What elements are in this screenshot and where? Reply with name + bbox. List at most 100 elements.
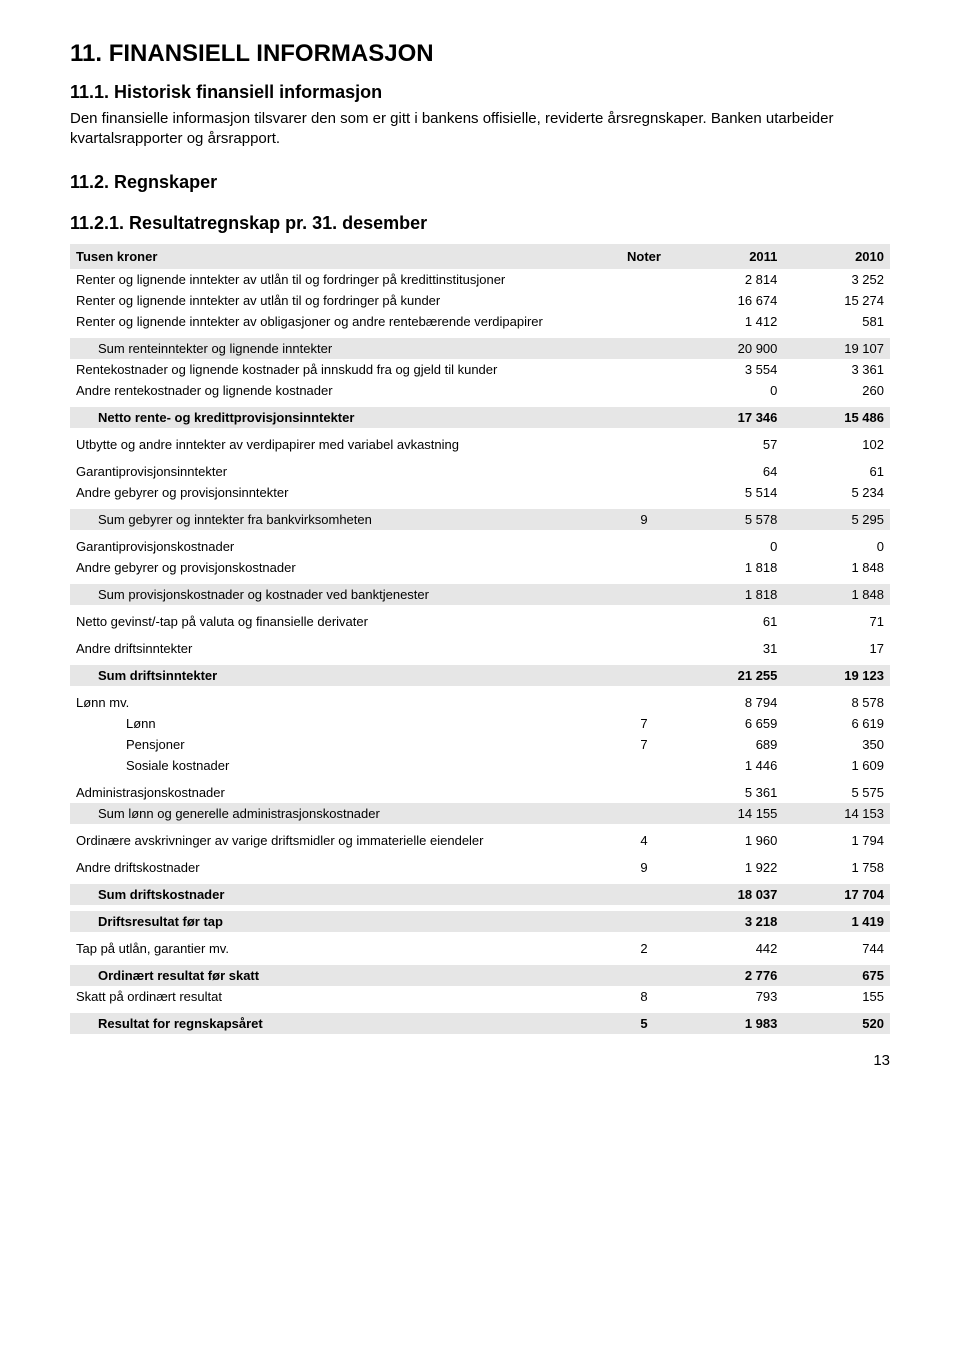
row-2010: 675 [783,965,890,986]
row-label: Sum driftskostnader [70,884,611,905]
row-2011: 2 776 [677,965,784,986]
section-11-2-heading: 11.2. Regnskaper [70,172,890,193]
table-row: Tap på utlån, garantier mv.2442744 [70,938,890,959]
row-noter [611,311,677,332]
row-2010: 17 704 [783,884,890,905]
row-label: Tap på utlån, garantier mv. [70,938,611,959]
row-2010: 6 619 [783,713,890,734]
row-2010: 17 [783,638,890,659]
table-row: Netto gevinst/-tap på valuta og finansie… [70,611,890,632]
row-2010: 19 123 [783,665,890,686]
table-header-row: Tusen kroner Noter 2011 2010 [70,244,890,269]
table-row: Andre driftskostnader91 9221 758 [70,857,890,878]
row-2010: 1 794 [783,830,890,851]
income-statement-table: Tusen kroner Noter 2011 2010 Renter og l… [70,244,890,1034]
row-noter [611,611,677,632]
table-row: Resultat for regnskapsåret51 983520 [70,1013,890,1034]
row-label: Renter og lignende inntekter av utlån ti… [70,290,611,311]
table-row: Sum driftsinntekter21 25519 123 [70,665,890,686]
row-noter: 2 [611,938,677,959]
row-noter [611,884,677,905]
row-label: Resultat for regnskapsåret [70,1013,611,1034]
row-noter [611,965,677,986]
row-2010: 581 [783,311,890,332]
table-row: Renter og lignende inntekter av obligasj… [70,311,890,332]
table-row: Andre rentekostnader og lignende kostnad… [70,380,890,401]
row-2011: 793 [677,986,784,1007]
table-row: Renter og lignende inntekter av utlån ti… [70,290,890,311]
table-row: Netto rente- og kredittprovisjonsinntekt… [70,407,890,428]
row-noter: 7 [611,713,677,734]
row-noter: 9 [611,509,677,530]
table-row: Andre gebyrer og provisjonskostnader1 81… [70,557,890,578]
row-2010: 1 848 [783,584,890,605]
row-2011: 3 554 [677,359,784,380]
table-row: Garantiprovisjonsinntekter6461 [70,461,890,482]
row-noter [611,782,677,803]
row-label: Andre rentekostnader og lignende kostnad… [70,380,611,401]
row-label: Ordinære avskrivninger av varige driftsm… [70,830,611,851]
table-row: Sum lønn og generelle administrasjonskos… [70,803,890,824]
row-label: Sum provisjonskostnader og kostnader ved… [70,584,611,605]
section-11-1-heading: 11.1. Historisk finansiell informasjon [70,82,890,103]
row-label: Lønn [70,713,611,734]
header-2010: 2010 [783,244,890,269]
row-2010: 71 [783,611,890,632]
row-label: Sum lønn og generelle administrasjonskos… [70,803,611,824]
row-2010: 260 [783,380,890,401]
row-label: Andre gebyrer og provisjonskostnader [70,557,611,578]
row-2011: 1 818 [677,584,784,605]
table-row: Administrasjonskostnader5 3615 575 [70,782,890,803]
row-2011: 0 [677,536,784,557]
row-2011: 2 814 [677,269,784,290]
row-noter [611,434,677,455]
table-row: Utbytte og andre inntekter av verdipapir… [70,434,890,455]
row-2011: 31 [677,638,784,659]
row-noter [611,803,677,824]
table-row: Ordinære avskrivninger av varige driftsm… [70,830,890,851]
row-noter [611,407,677,428]
row-label: Utbytte og andre inntekter av verdipapir… [70,434,611,455]
row-2010: 102 [783,434,890,455]
row-noter [611,290,677,311]
row-noter [611,755,677,776]
row-label: Sum driftsinntekter [70,665,611,686]
row-label: Garantiprovisjonskostnader [70,536,611,557]
row-noter [611,584,677,605]
header-noter: Noter [611,244,677,269]
row-label: Driftsresultat før tap [70,911,611,932]
row-noter [611,359,677,380]
table-row: Skatt på ordinært resultat8793155 [70,986,890,1007]
row-2010: 3 361 [783,359,890,380]
row-label: Sum gebyrer og inntekter fra bankvirksom… [70,509,611,530]
row-2011: 1 960 [677,830,784,851]
row-2010: 1 848 [783,557,890,578]
row-label: Andre driftskostnader [70,857,611,878]
row-2010: 15 274 [783,290,890,311]
row-2010: 744 [783,938,890,959]
row-2010: 350 [783,734,890,755]
row-noter [611,380,677,401]
row-2011: 5 514 [677,482,784,503]
row-2011: 16 674 [677,290,784,311]
table-row: Andre gebyrer og provisjonsinntekter 5 51… [70,482,890,503]
row-label: Andre gebyrer og provisjonsinntekter [70,482,611,503]
row-label: Skatt på ordinært resultat [70,986,611,1007]
row-2011: 6 659 [677,713,784,734]
table-row: Renter og lignende inntekter av utlån ti… [70,269,890,290]
table-row: Ordinært resultat før skatt2 776675 [70,965,890,986]
row-label: Renter og lignende inntekter av utlån ti… [70,269,611,290]
row-2010: 1 758 [783,857,890,878]
row-noter: 8 [611,986,677,1007]
row-label: Sosiale kostnader [70,755,611,776]
row-noter [611,338,677,359]
header-2011: 2011 [677,244,784,269]
row-2011: 20 900 [677,338,784,359]
table-row: Pensjoner7689350 [70,734,890,755]
row-noter [611,461,677,482]
row-noter [611,911,677,932]
section-11-1-text: Den finansielle informasjon tilsvarer de… [70,109,890,150]
row-label: Renter og lignende inntekter av obligasj… [70,311,611,332]
row-2011: 1 446 [677,755,784,776]
row-2011: 18 037 [677,884,784,905]
